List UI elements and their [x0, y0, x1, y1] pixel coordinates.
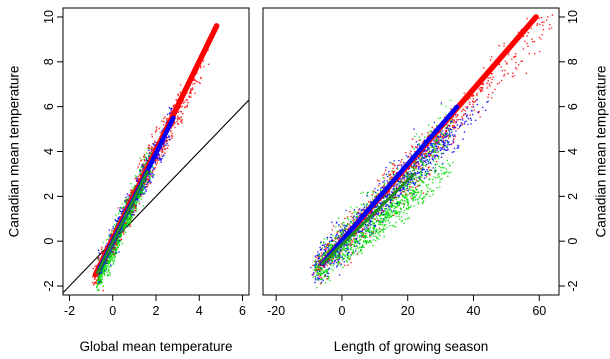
- x-tick-label: 0: [338, 304, 345, 318]
- x-tick-label: 60: [532, 304, 546, 318]
- left-panel: -2 0 2 4 6 -2 0 2 4 6 8 10 Global mean temperature Ca…: [7, 7, 250, 354]
- y-axis-title: Canadian mean temperature: [594, 66, 609, 238]
- y-tick-label: 10: [566, 10, 580, 24]
- y-axis-title: Canadian mean temperature: [7, 66, 22, 238]
- x-tick-label: 20: [401, 304, 415, 318]
- x-tick-label: 6: [239, 304, 246, 318]
- y-tick-label: 2: [566, 193, 580, 200]
- x-tick-label: 2: [153, 304, 160, 318]
- x-tick-label: -2: [64, 304, 75, 318]
- y-tick-label: -2: [42, 280, 56, 291]
- x-tick-label: 0: [109, 304, 116, 318]
- trace-2-8: [315, 189, 423, 285]
- y-tick-label: 6: [42, 103, 56, 110]
- y-tick-label: 4: [566, 148, 580, 155]
- y-tick-label: 2: [42, 193, 56, 200]
- fit-line-2: [320, 172, 416, 266]
- x-axis-title: Length of growing season: [334, 339, 489, 354]
- identity-reference-line: [63, 99, 249, 294]
- y-tick-label: 10: [42, 10, 56, 24]
- y-tick-label: 0: [42, 238, 56, 245]
- y-tick-label: 8: [42, 58, 56, 65]
- x-tick-label: -20: [267, 304, 285, 318]
- x-tick-label: 4: [196, 304, 203, 318]
- y-tick-label: -2: [566, 280, 580, 291]
- y-tick-label: 8: [566, 58, 580, 65]
- fit-line-1: [319, 104, 460, 266]
- y-tick-label: 0: [566, 238, 580, 245]
- x-tick-label: 40: [467, 304, 481, 318]
- plot-area: [310, 14, 554, 289]
- fit-line-2: [96, 170, 149, 275]
- plot-area: [63, 23, 249, 294]
- y-tick-label: 6: [566, 103, 580, 110]
- x-axis-title: Global mean temperature: [79, 339, 232, 354]
- trace-2-6: [313, 188, 411, 280]
- y-tick-label: 4: [42, 148, 56, 155]
